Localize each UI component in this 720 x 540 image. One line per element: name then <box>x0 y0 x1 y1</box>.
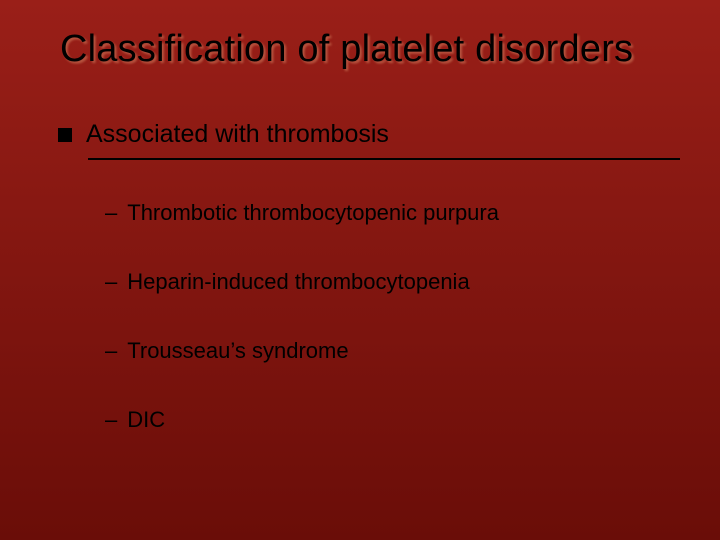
dash-bullet-icon: – <box>105 200 117 226</box>
dash-bullet-icon: – <box>105 407 117 433</box>
level2-item: – Heparin-induced thrombocytopenia <box>105 269 499 295</box>
slide-title: Classification of platelet disorders <box>60 28 633 71</box>
level1-text: Associated with thrombosis <box>86 120 389 149</box>
dash-bullet-icon: – <box>105 338 117 364</box>
level2-text: Trousseau’s syndrome <box>127 338 348 364</box>
level2-item: – Trousseau’s syndrome <box>105 338 499 364</box>
level2-group: – Thrombotic thrombocytopenic purpura – … <box>105 200 499 476</box>
level2-text: Thrombotic thrombocytopenic purpura <box>127 200 499 226</box>
level1-item: Associated with thrombosis <box>58 120 658 149</box>
content-block: Associated with thrombosis <box>58 120 658 161</box>
dash-bullet-icon: – <box>105 269 117 295</box>
level2-item: – DIC <box>105 407 499 433</box>
level2-text: Heparin-induced thrombocytopenia <box>127 269 469 295</box>
level2-item: – Thrombotic thrombocytopenic purpura <box>105 200 499 226</box>
level1-underline <box>88 158 680 160</box>
level2-text: DIC <box>127 407 165 433</box>
square-bullet-icon <box>58 128 72 142</box>
